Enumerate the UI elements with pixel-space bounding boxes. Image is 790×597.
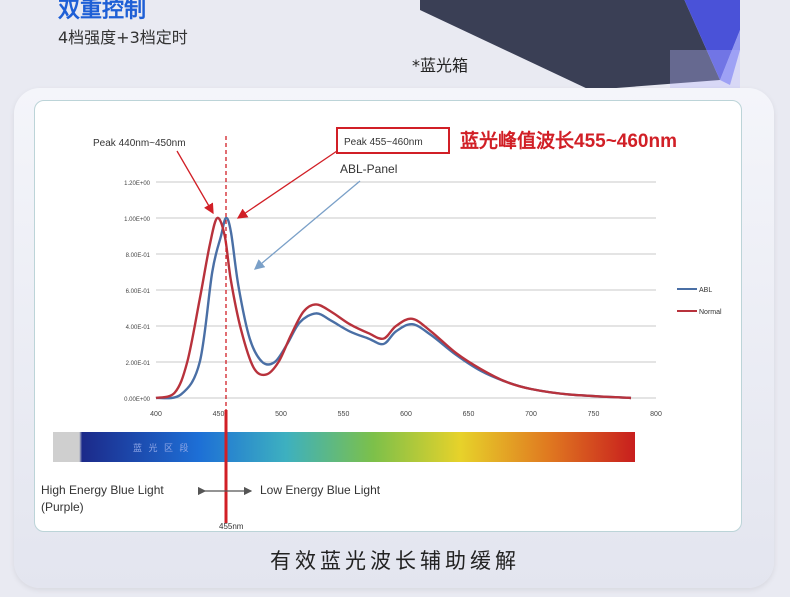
chart-grid xyxy=(156,181,656,399)
spectrum-chart-panel: 1.20E+00 1.00E+00 8.00E-01 6.00E-01 4.00E-01… xyxy=(34,100,742,532)
x-tick-label: 500 xyxy=(275,411,287,418)
y-tick-label: 4.00E-01 xyxy=(126,325,151,331)
low-energy-label: Low Energy Blue Light xyxy=(260,483,381,497)
blue-light-box-caption: *蓝光箱 xyxy=(412,56,469,75)
dual-control-title: 双重控制 xyxy=(58,0,147,23)
455nm-marker-label: 455nm xyxy=(219,522,244,531)
color-spectrum-bar xyxy=(53,432,635,462)
y-tick-label: 2.00E-01 xyxy=(126,361,151,367)
x-tick-label: 800 xyxy=(650,411,662,418)
y-tick-label: 0.00E+00 xyxy=(124,397,151,403)
x-tick-label: 750 xyxy=(588,411,600,418)
spectrum-band-text: 蓝 光 区 段 xyxy=(133,442,191,453)
chart-legend: ABL Normal xyxy=(677,287,722,316)
peak-normal-label: Peak 440nm~450nm xyxy=(93,138,186,149)
abl-panel-label: ABL-Panel xyxy=(340,162,397,176)
peak-abl-arrow xyxy=(236,150,338,219)
x-tick-label: 650 xyxy=(463,411,475,418)
x-tick-label: 700 xyxy=(525,411,537,418)
x-tick-label: 400 xyxy=(150,411,162,418)
peak-normal-arrow xyxy=(176,150,214,215)
spectrum-chart: 1.20E+00 1.00E+00 8.00E-01 6.00E-01 4.00E-01… xyxy=(41,127,722,531)
y-tick-label: 6.00E-01 xyxy=(126,289,151,295)
high-energy-label: High Energy Blue Light xyxy=(41,483,164,497)
legend-normal-label: Normal xyxy=(699,309,722,316)
x-axis-ticks: 400 450 500 550 600 650 700 750 800 xyxy=(150,411,662,418)
y-axis-ticks: 1.20E+00 1.00E+00 8.00E-01 6.00E-01 4.00E-01… xyxy=(124,181,151,403)
x-tick-label: 550 xyxy=(338,411,350,418)
peak-chinese-label: 蓝光峰值波长455~460nm xyxy=(460,129,677,152)
blue-light-box-image xyxy=(420,0,740,90)
peak-abl-box xyxy=(336,127,450,154)
bottom-caption: 有效蓝光波长辅助缓解 xyxy=(270,549,520,573)
series-line-abl xyxy=(155,216,632,400)
y-tick-label: 1.00E+00 xyxy=(124,217,151,223)
legend-abl-label: ABL xyxy=(699,287,712,294)
purple-label: (Purple) xyxy=(41,500,84,514)
y-tick-label: 1.20E+00 xyxy=(124,181,151,187)
y-tick-label: 8.00E-01 xyxy=(126,253,151,259)
x-tick-label: 600 xyxy=(400,411,412,418)
chart-series xyxy=(155,216,632,400)
x-tick-label: 450 xyxy=(213,411,225,418)
abl-panel-arrow xyxy=(254,180,361,270)
series-line-normal xyxy=(155,216,632,400)
intensity-timer-text: 4档强度+3档定时 xyxy=(58,28,188,47)
peak-abl-label: Peak 455~460nm xyxy=(344,137,423,148)
